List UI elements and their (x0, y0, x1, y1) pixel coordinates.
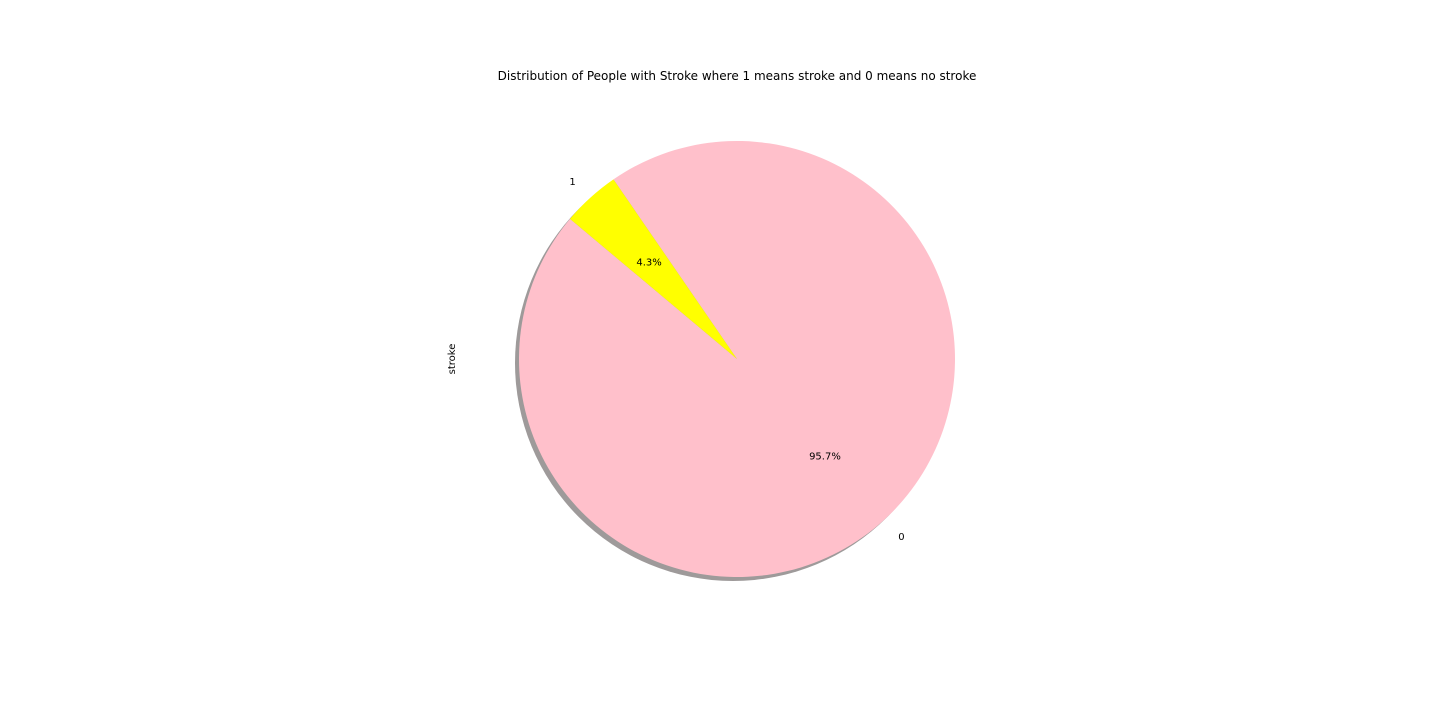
slice-percent-0: 95.7% (809, 451, 841, 462)
chart-title: Distribution of People with Stroke where… (498, 69, 977, 83)
y-axis-label: stroke (447, 344, 458, 375)
slice-label-1: 1 (569, 177, 575, 188)
pie-slices (518, 141, 955, 577)
slice-label-0: 0 (898, 532, 904, 543)
pie-slice-1 (570, 179, 737, 359)
pie-labels: 0 95.7% 1 4.3% (569, 177, 904, 543)
slice-percent-1: 4.3% (636, 258, 661, 269)
